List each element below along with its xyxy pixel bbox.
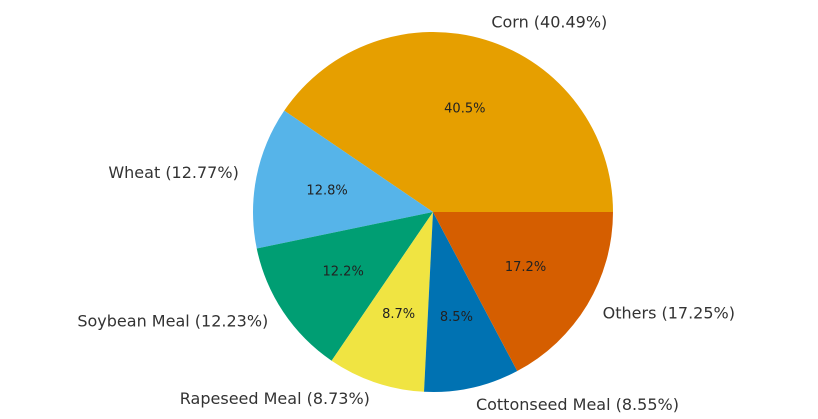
value-label: 17.2% <box>505 260 546 275</box>
slice-label: Wheat (12.77%) <box>108 163 238 182</box>
slice-label: Cottonseed Meal (8.55%) <box>476 395 679 414</box>
slice-label: Rapeseed Meal (8.73%) <box>180 389 370 408</box>
pie-slice <box>433 212 613 372</box>
value-label: 40.5% <box>444 101 485 116</box>
pie-slice <box>424 212 518 392</box>
value-label: 8.7% <box>382 307 415 322</box>
value-label: 8.5% <box>440 310 473 325</box>
slice-label: Others (17.25%) <box>603 304 735 323</box>
value-label: 12.2% <box>323 264 364 279</box>
slice-label: Corn (40.49%) <box>491 12 607 31</box>
pie-slice <box>284 31 613 212</box>
pie-slice <box>256 212 433 361</box>
pie-slice <box>331 212 433 392</box>
pie-slice <box>253 110 433 249</box>
slice-label: Soybean Meal (12.23%) <box>77 311 268 330</box>
value-label: 12.8% <box>306 183 347 198</box>
